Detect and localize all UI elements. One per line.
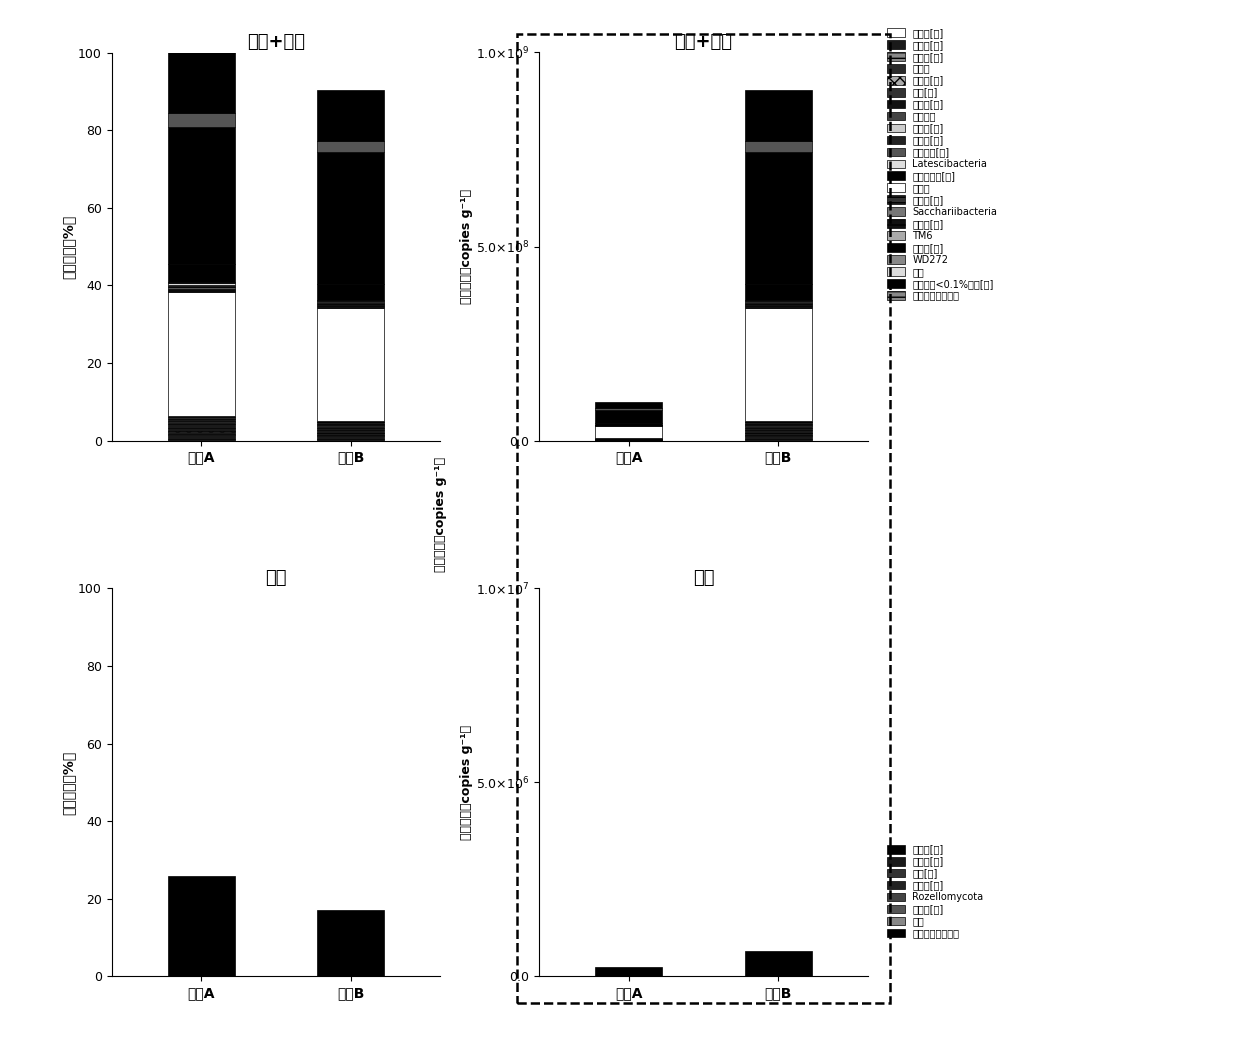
Bar bbox=[317, 426, 384, 427]
Bar bbox=[167, 127, 234, 265]
Y-axis label: 绝对含量（copies g⁻¹）: 绝对含量（copies g⁻¹） bbox=[460, 724, 474, 840]
Bar bbox=[595, 408, 662, 410]
Bar bbox=[317, 422, 384, 423]
Bar bbox=[167, 284, 234, 285]
Y-axis label: 相对丰度（%）: 相对丰度（%） bbox=[61, 751, 76, 815]
Bar bbox=[167, 265, 234, 282]
Bar bbox=[167, 876, 234, 976]
Bar bbox=[317, 436, 384, 439]
Bar bbox=[167, 424, 234, 427]
Bar bbox=[595, 426, 662, 438]
Bar bbox=[595, 967, 662, 977]
Bar bbox=[317, 435, 384, 436]
Bar bbox=[317, 300, 384, 302]
Bar bbox=[745, 308, 812, 421]
Bar bbox=[167, 418, 234, 419]
Bar bbox=[317, 910, 384, 977]
Bar bbox=[167, 113, 234, 127]
Bar bbox=[745, 436, 812, 439]
Bar bbox=[317, 303, 384, 306]
Bar bbox=[167, 432, 234, 434]
Bar bbox=[167, 421, 234, 422]
Bar bbox=[167, 287, 234, 289]
Bar bbox=[317, 427, 384, 430]
Bar bbox=[167, 291, 234, 292]
Bar bbox=[745, 423, 812, 425]
Bar bbox=[595, 402, 662, 408]
Bar bbox=[317, 439, 384, 441]
Bar bbox=[745, 307, 812, 308]
Bar bbox=[745, 90, 812, 141]
Bar bbox=[745, 300, 812, 302]
Bar bbox=[167, 282, 234, 284]
Bar bbox=[167, 434, 234, 435]
Bar bbox=[167, 419, 234, 421]
Bar bbox=[595, 410, 662, 423]
Bar bbox=[595, 423, 662, 425]
Bar bbox=[317, 152, 384, 285]
Bar bbox=[745, 434, 812, 435]
Legend: 子囊菌[门], 担子菌[门], 壶菌[门], 球囊菌[门], Rozellomycota, 接合菌[门], 其他, 三域通用内标菌株: 子囊菌[门], 担子菌[门], 壶菌[门], 球囊菌[门], Rozellomy… bbox=[885, 843, 986, 940]
Bar bbox=[167, 51, 234, 113]
Y-axis label: 绝对含量（copies g⁻¹）: 绝对含量（copies g⁻¹） bbox=[460, 189, 474, 304]
Bar bbox=[317, 90, 384, 141]
Bar bbox=[317, 308, 384, 421]
Bar bbox=[317, 285, 384, 300]
Bar bbox=[745, 426, 812, 427]
Title: 真菌: 真菌 bbox=[265, 569, 286, 587]
Title: 真菌: 真菌 bbox=[693, 569, 714, 587]
Bar bbox=[317, 434, 384, 435]
Text: 绝对含量（copies g⁻¹）: 绝对含量（copies g⁻¹） bbox=[434, 457, 446, 572]
Bar bbox=[745, 951, 812, 977]
Bar bbox=[167, 427, 234, 430]
Bar bbox=[317, 423, 384, 425]
Bar bbox=[745, 439, 812, 441]
Bar bbox=[745, 430, 812, 433]
Bar bbox=[745, 435, 812, 436]
Bar bbox=[167, 285, 234, 287]
Bar bbox=[745, 421, 812, 422]
Bar bbox=[167, 435, 234, 439]
Bar bbox=[745, 285, 812, 300]
Bar bbox=[745, 152, 812, 285]
Bar bbox=[167, 290, 234, 291]
Bar bbox=[167, 292, 234, 416]
Y-axis label: 相对丰度（%）: 相对丰度（%） bbox=[61, 214, 76, 278]
Bar bbox=[317, 430, 384, 433]
Bar bbox=[167, 422, 234, 424]
Title: 古菌+细菌: 古菌+细菌 bbox=[675, 33, 733, 51]
Bar bbox=[745, 427, 812, 430]
Bar bbox=[745, 422, 812, 423]
Title: 古菌+细菌: 古菌+细菌 bbox=[247, 33, 305, 51]
Bar bbox=[167, 439, 234, 441]
Bar bbox=[167, 416, 234, 418]
Bar bbox=[745, 303, 812, 306]
Bar bbox=[317, 141, 384, 152]
Bar bbox=[317, 421, 384, 422]
Bar bbox=[167, 430, 234, 432]
Bar bbox=[317, 307, 384, 308]
Bar bbox=[745, 141, 812, 152]
